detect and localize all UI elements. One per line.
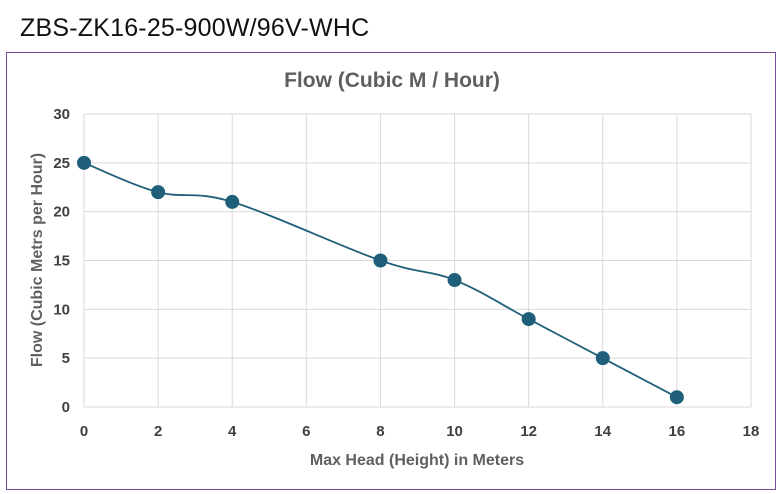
page-title: ZBS-ZK16-25-900W/96V-WHC <box>20 14 370 42</box>
tick-labels: 0 5 10 15 20 25 30 0 2 4 6 8 10 12 14 16 18 <box>53 106 759 440</box>
data-point <box>447 273 462 288</box>
chart-title: Flow (Cubic M / Hour) <box>284 69 500 92</box>
data-point <box>595 351 610 366</box>
grid <box>83 113 752 408</box>
y-tick-label: 0 <box>62 399 70 416</box>
y-tick-label: 15 <box>53 253 70 270</box>
y-tick-label: 10 <box>53 301 70 318</box>
data-point <box>521 312 536 327</box>
data-point <box>373 253 388 268</box>
chart-frame <box>6 52 776 490</box>
y-tick-label: 25 <box>53 155 70 172</box>
y-axis-label: Flow (Cubic Metrs per Hour) <box>29 153 46 367</box>
y-tick-label: 5 <box>62 350 70 367</box>
x-tick-label: 4 <box>228 423 237 440</box>
x-tick-label: 0 <box>80 423 88 440</box>
data-point <box>669 390 684 405</box>
data-point <box>151 185 166 200</box>
y-tick-label: 30 <box>53 106 70 123</box>
data-point <box>77 155 91 170</box>
x-tick-label: 6 <box>302 423 310 440</box>
x-tick-label: 10 <box>446 423 463 440</box>
y-tick-label: 20 <box>53 204 70 221</box>
x-tick-label: 2 <box>154 423 162 440</box>
series-line <box>83 161 678 399</box>
x-tick-label: 14 <box>594 423 611 440</box>
data-points <box>77 155 684 405</box>
x-tick-label: 18 <box>743 423 760 440</box>
data-point <box>225 194 240 209</box>
x-tick-label: 8 <box>376 423 384 440</box>
x-tick-label: 12 <box>520 423 537 440</box>
x-axis-label: Max Head (Height) in Meters <box>310 452 524 469</box>
x-tick-label: 16 <box>669 423 686 440</box>
